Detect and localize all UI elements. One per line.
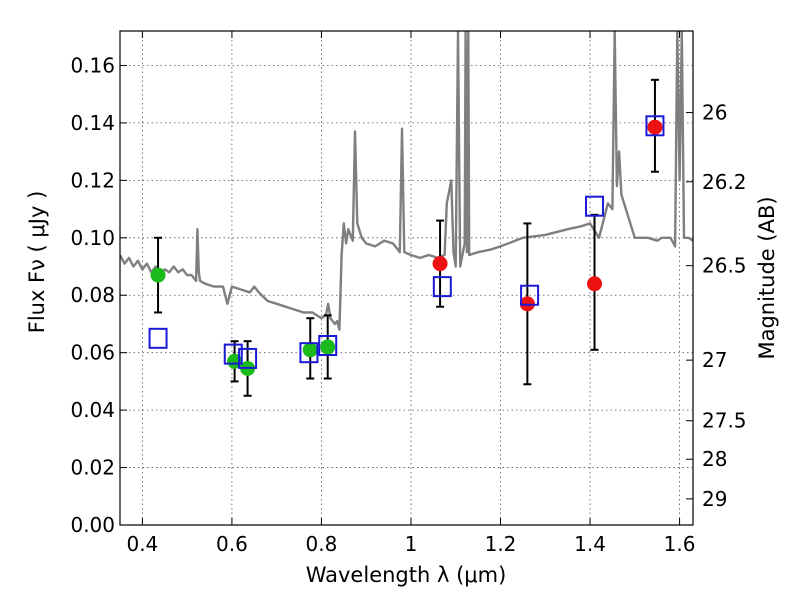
x-axis-title: Wavelength λ (μm) bbox=[306, 563, 507, 587]
x-axis-ticks: 0.4 0.6 0.8 1 1.2 1.4 1.6 bbox=[126, 31, 695, 556]
data-point bbox=[647, 119, 663, 135]
model-point bbox=[238, 347, 258, 369]
right-tick-label: 27 bbox=[702, 348, 727, 372]
y-tick-label: 0.14 bbox=[70, 111, 115, 135]
data-point bbox=[587, 276, 603, 292]
y-tick-label: 0.08 bbox=[70, 283, 115, 307]
model-point bbox=[318, 334, 338, 356]
right-tick-label: 27.5 bbox=[702, 409, 747, 433]
data-point bbox=[320, 339, 336, 355]
spectrum-layer bbox=[120, 31, 693, 331]
data-point bbox=[150, 267, 166, 283]
y-tick-label: 0.12 bbox=[70, 168, 115, 192]
marker-layer bbox=[148, 115, 665, 376]
right-tick-label: 29 bbox=[702, 487, 727, 511]
model-point bbox=[299, 342, 319, 364]
y-tick-label: 0.06 bbox=[70, 341, 115, 365]
x-tick-label: 1.6 bbox=[664, 532, 696, 556]
y-tick-label: 0.00 bbox=[70, 513, 115, 537]
model-point bbox=[432, 276, 452, 298]
x-tick-label: 1 bbox=[405, 532, 418, 556]
model-point bbox=[520, 284, 540, 306]
right-axis-title: Magnitude (AB) bbox=[755, 196, 779, 359]
right-tick-label: 28 bbox=[702, 447, 727, 471]
y-tick-label: 0.04 bbox=[70, 398, 115, 422]
plot-frame bbox=[119, 30, 694, 526]
y-tick-label: 0.02 bbox=[70, 456, 115, 480]
spectrum-line bbox=[120, 31, 693, 331]
right-tick-label: 26.2 bbox=[702, 170, 747, 194]
model-point bbox=[148, 327, 168, 349]
x-tick-label: 0.4 bbox=[126, 532, 158, 556]
model-point bbox=[223, 343, 243, 365]
model-point bbox=[585, 195, 605, 217]
y-tick-label: 0.10 bbox=[70, 226, 115, 250]
right-tick-label: 26.5 bbox=[702, 254, 747, 278]
y-axis-ticks: 0.00 0.02 0.04 0.06 0.08 0.10 0.12 0.14 0.16 bbox=[70, 53, 127, 537]
model-point bbox=[645, 115, 665, 137]
x-tick-label: 0.6 bbox=[216, 532, 248, 556]
right-tick-label: 26 bbox=[702, 101, 727, 125]
x-tick-label: 0.8 bbox=[306, 532, 338, 556]
x-tick-label: 1.2 bbox=[485, 532, 517, 556]
x-tick-label: 1.4 bbox=[574, 532, 606, 556]
y-axis-title: Flux Fν ( μJy ) bbox=[25, 191, 49, 334]
data-point bbox=[302, 342, 318, 358]
right-axis-ticks: 26 26.2 26.5 27 27.5 28 29 bbox=[686, 101, 747, 511]
y-tick-label: 0.16 bbox=[70, 53, 115, 77]
data-point bbox=[432, 256, 448, 272]
